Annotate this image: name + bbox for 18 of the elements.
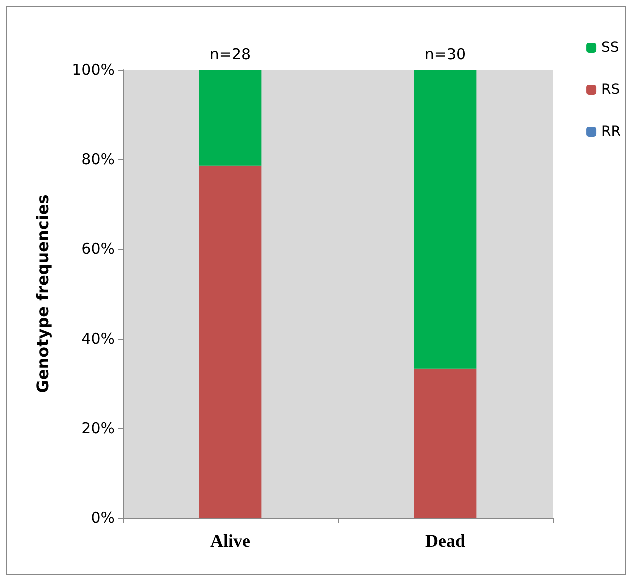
legend-label: SS — [602, 40, 620, 56]
y-axis-title: Genotype frequencies — [34, 194, 52, 394]
y-tick-label: 60% — [82, 240, 115, 258]
annotation: n=30 — [424, 46, 466, 64]
y-tick-label: 0% — [91, 509, 115, 527]
annotation: n=28 — [210, 46, 252, 64]
y-tick-label: 40% — [82, 330, 115, 348]
bar — [414, 70, 477, 369]
x-tick-label: Dead — [426, 531, 466, 551]
y-tick-label: 80% — [82, 150, 115, 169]
bar — [199, 166, 262, 518]
bar — [199, 70, 262, 166]
y-tick-label: 20% — [82, 419, 115, 438]
legend-label: RS — [602, 82, 620, 98]
x-tick-label: Alive — [210, 531, 250, 551]
legend-label: RR — [602, 124, 622, 140]
y-tick-label: 100% — [72, 61, 115, 79]
bar — [414, 368, 477, 518]
